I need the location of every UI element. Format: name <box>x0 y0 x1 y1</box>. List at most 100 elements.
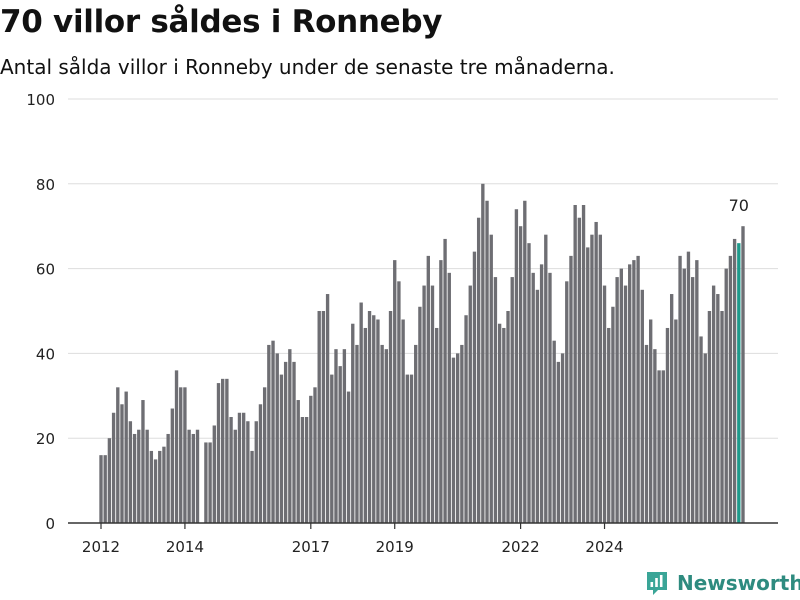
bar <box>296 400 300 523</box>
bar <box>107 438 112 523</box>
bar <box>145 429 149 523</box>
bar <box>380 344 384 523</box>
bar <box>99 455 103 523</box>
x-tick-label: 2012 <box>82 538 120 556</box>
bar <box>304 417 309 523</box>
x-tick-label: 2024 <box>585 538 623 556</box>
bar <box>644 344 649 523</box>
bar <box>162 446 166 523</box>
y-tick-label: 40 <box>36 345 55 363</box>
bar <box>174 370 179 523</box>
bar <box>728 255 733 523</box>
bar <box>544 234 548 523</box>
bar <box>132 433 137 523</box>
bar <box>275 353 279 523</box>
bar <box>279 374 284 523</box>
bar <box>711 285 716 523</box>
bar <box>628 264 632 523</box>
bar <box>372 315 376 523</box>
bar <box>158 450 162 523</box>
newsworthy-logo-icon <box>647 572 667 595</box>
bar <box>590 234 594 523</box>
highlight-value-label: 70 <box>729 196 749 215</box>
bar <box>338 366 342 523</box>
bar <box>493 277 498 523</box>
bar <box>489 234 493 523</box>
bar <box>607 327 611 523</box>
bar <box>720 311 724 523</box>
bar <box>330 374 334 523</box>
bar <box>149 450 154 523</box>
bar <box>120 404 124 523</box>
bar <box>443 238 447 524</box>
bar <box>481 183 485 524</box>
x-tick-label: 2019 <box>376 538 414 556</box>
bar <box>678 255 682 523</box>
bar <box>384 349 389 523</box>
y-tick-label: 100 <box>26 91 55 109</box>
bar <box>653 349 657 523</box>
bar <box>552 340 556 523</box>
bar <box>237 412 242 523</box>
bar <box>346 391 351 523</box>
bar <box>464 315 468 523</box>
bar <box>262 387 267 523</box>
bar <box>586 247 590 523</box>
y-tick-label: 80 <box>36 176 55 194</box>
bar <box>598 234 603 523</box>
bar <box>594 221 598 523</box>
bar <box>716 294 720 523</box>
bar <box>707 311 712 523</box>
bar <box>195 429 200 523</box>
x-tick-label: 2022 <box>502 538 540 556</box>
x-tick-label: 2014 <box>166 538 204 556</box>
bar <box>342 349 347 523</box>
bar <box>548 272 552 523</box>
brand-name: Newsworthy <box>677 571 800 595</box>
bar <box>376 319 380 523</box>
bar <box>472 251 477 523</box>
bars <box>99 183 745 524</box>
bar <box>241 412 246 523</box>
brand-logo: Newsworthy <box>645 568 800 598</box>
bar <box>254 421 258 523</box>
bar <box>514 209 519 524</box>
bar <box>233 429 237 523</box>
bar <box>686 251 691 523</box>
bar <box>414 344 418 523</box>
bar <box>455 353 460 523</box>
bar <box>556 361 561 523</box>
bar <box>128 421 133 523</box>
bar <box>510 277 514 523</box>
bar <box>191 433 195 523</box>
bar <box>153 459 158 523</box>
bar <box>283 361 288 523</box>
bar <box>351 323 355 523</box>
bar <box>695 260 699 523</box>
bar <box>430 285 435 523</box>
y-axis-ticks: 0 20 40 60 80 100 <box>26 91 55 533</box>
bar <box>317 311 321 523</box>
bar <box>187 429 191 523</box>
bar <box>669 294 674 523</box>
y-tick-label: 0 <box>45 515 55 533</box>
bar <box>141 400 145 523</box>
bar <box>703 353 707 523</box>
bar <box>535 289 540 523</box>
bar <box>363 327 368 523</box>
bar <box>602 285 607 523</box>
bar <box>103 455 107 523</box>
bar <box>732 238 737 524</box>
bar <box>581 205 586 523</box>
bar <box>204 442 208 523</box>
bar <box>657 370 661 523</box>
bar <box>300 417 305 523</box>
bar <box>439 260 443 523</box>
bar <box>724 268 728 523</box>
bar <box>229 417 233 523</box>
bar <box>418 306 422 523</box>
bar <box>523 200 527 523</box>
x-tick-label: 2017 <box>292 538 330 556</box>
bar <box>313 387 317 523</box>
bar <box>531 272 535 523</box>
